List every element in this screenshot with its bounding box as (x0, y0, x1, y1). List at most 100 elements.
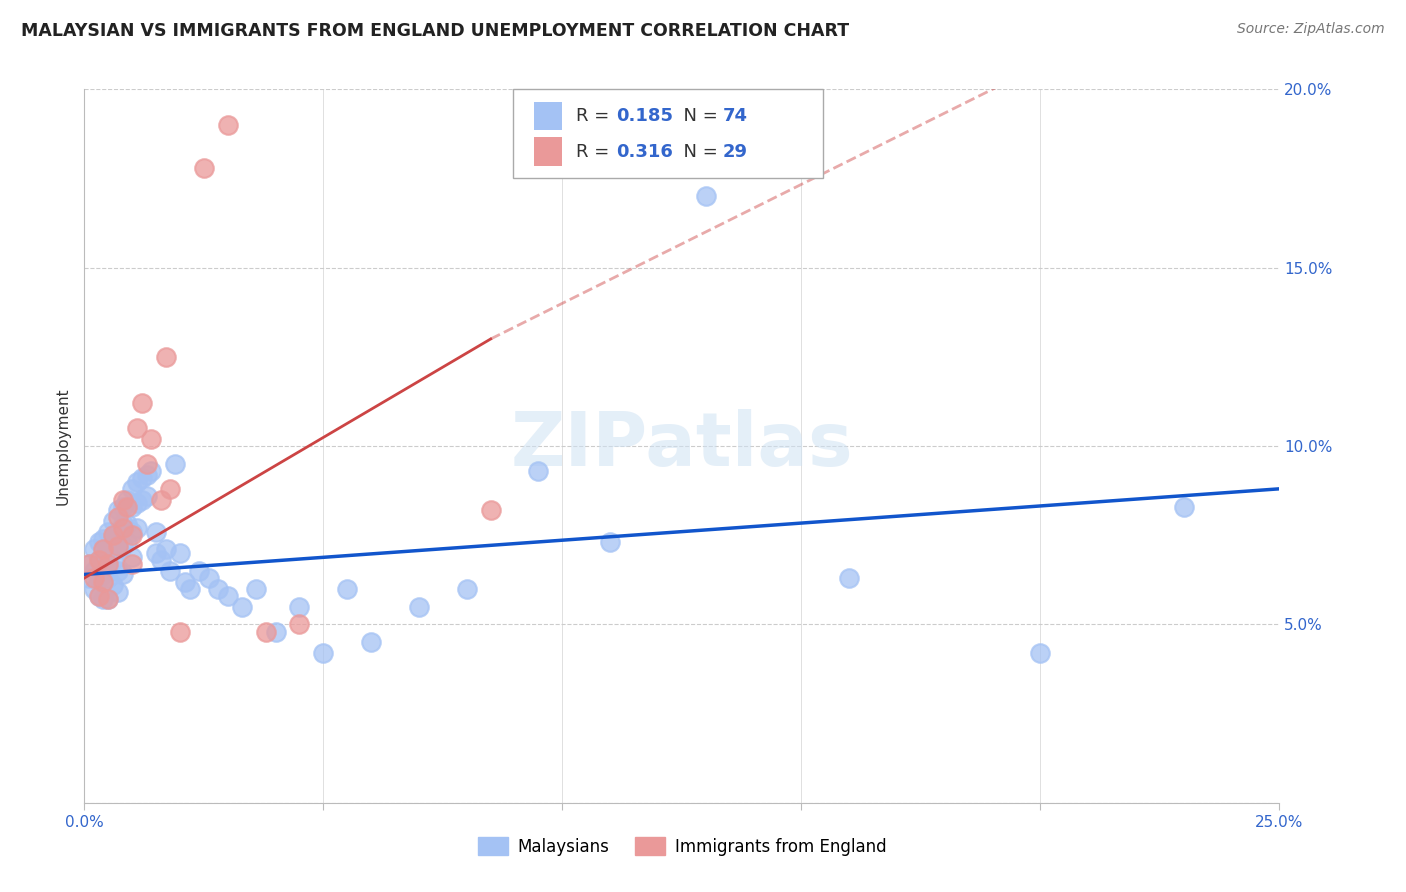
Point (125, 475, 148, 489)
Point (87, 589, 110, 603)
Point (101, 553, 124, 567)
Point (87, 589, 110, 603)
Point (197, 571, 219, 585)
Point (117, 492, 139, 507)
Point (107, 503, 129, 517)
Point (107, 542, 129, 557)
Point (111, 539, 134, 553)
Point (117, 517, 139, 532)
Point (107, 585, 129, 599)
Point (111, 517, 134, 532)
Point (93, 592, 115, 607)
Point (173, 574, 195, 589)
Point (77, 557, 100, 571)
Point (135, 467, 157, 482)
Point (97, 592, 120, 607)
Text: R =: R = (576, 143, 616, 161)
Point (121, 528, 143, 542)
Point (188, 564, 211, 578)
Text: 74: 74 (723, 107, 748, 125)
Point (231, 599, 253, 614)
Point (169, 624, 191, 639)
Point (312, 646, 335, 660)
Point (107, 524, 129, 539)
Point (288, 599, 311, 614)
Point (125, 421, 148, 435)
Point (121, 500, 143, 514)
Point (93, 574, 115, 589)
Point (117, 535, 139, 549)
Point (83, 564, 105, 578)
Point (599, 535, 621, 549)
Point (217, 589, 239, 603)
Point (97, 539, 120, 553)
Point (159, 564, 181, 578)
Point (111, 521, 134, 535)
Text: N =: N = (672, 143, 724, 161)
Point (97, 571, 120, 585)
Point (159, 482, 181, 496)
Point (254, 624, 277, 639)
Point (207, 582, 229, 596)
Point (111, 567, 134, 582)
Text: ZIPatlas: ZIPatlas (510, 409, 853, 483)
Point (87, 535, 110, 549)
Point (101, 578, 124, 592)
Point (111, 500, 134, 514)
Point (288, 617, 311, 632)
Point (83, 582, 105, 596)
Text: Source: ZipAtlas.com: Source: ZipAtlas.com (1237, 22, 1385, 37)
Point (121, 524, 143, 539)
Point (155, 542, 177, 557)
Point (131, 396, 153, 410)
Point (97, 524, 120, 539)
Point (165, 457, 187, 471)
Text: 0.185: 0.185 (616, 107, 673, 125)
Point (149, 492, 172, 507)
Point (336, 582, 359, 596)
Point (77, 557, 100, 571)
Text: N =: N = (672, 107, 724, 125)
Point (83, 571, 105, 585)
Point (107, 539, 129, 553)
Point (1029, 646, 1052, 660)
Text: R =: R = (576, 107, 616, 125)
Point (87, 553, 110, 567)
Point (131, 471, 153, 485)
Point (117, 500, 139, 514)
Point (83, 542, 105, 557)
Point (135, 489, 157, 503)
Point (93, 567, 115, 582)
Text: 29: 29 (723, 143, 748, 161)
Point (107, 510, 129, 524)
Point (77, 571, 100, 585)
Point (408, 599, 430, 614)
Text: MALAYSIAN VS IMMIGRANTS FROM ENGLAND UNEMPLOYMENT CORRELATION CHART: MALAYSIAN VS IMMIGRANTS FROM ENGLAND UNE… (21, 22, 849, 40)
Point (97, 592, 120, 607)
Point (101, 532, 124, 546)
Point (93, 542, 115, 557)
Point (264, 624, 287, 639)
Point (107, 564, 129, 578)
Point (121, 549, 143, 564)
Point (193, 161, 215, 175)
Point (135, 457, 157, 471)
Point (145, 524, 167, 539)
Point (141, 464, 163, 478)
Point (838, 571, 860, 585)
Point (87, 571, 110, 585)
Point (93, 549, 115, 564)
Point (245, 582, 267, 596)
Point (145, 546, 167, 560)
Point (141, 432, 163, 446)
Point (87, 553, 110, 567)
Point (217, 118, 239, 132)
Legend: Malaysians, Immigrants from England: Malaysians, Immigrants from England (471, 830, 893, 863)
Point (125, 496, 148, 510)
Point (169, 546, 191, 560)
Y-axis label: Unemployment: Unemployment (55, 387, 70, 505)
Point (155, 350, 177, 364)
Point (101, 514, 124, 528)
Point (97, 557, 120, 571)
Text: 0.316: 0.316 (616, 143, 672, 161)
